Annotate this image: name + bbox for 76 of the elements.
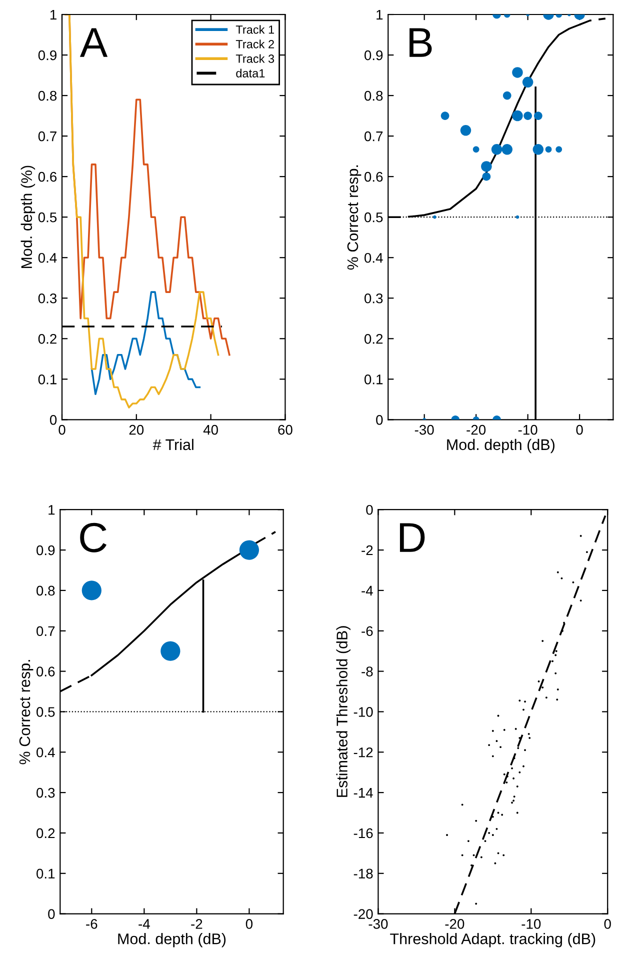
- y-tick-label: 0.4: [364, 252, 383, 263]
- y-tick-label: 0.1: [36, 868, 55, 879]
- y-axis-title: % Correct resp.: [19, 660, 34, 764]
- annotation: C: [80, 522, 106, 552]
- y-tick-label: 0.9: [38, 50, 56, 60]
- y-tick-label: 0.4: [38, 252, 57, 263]
- y-tick-label: 0.9: [36, 545, 55, 556]
- x-tick-label: -2: [191, 919, 202, 929]
- y-tick-label: -10: [354, 707, 373, 717]
- y-tick-label: -6: [362, 626, 373, 636]
- annotation: A: [80, 28, 108, 57]
- x-tick-label: -20: [445, 919, 464, 929]
- x-tick-label: 0: [246, 919, 253, 929]
- x-axis-title: Mod. depth (dB): [447, 438, 554, 454]
- y-tick-label: 1: [376, 10, 383, 20]
- y-tick-label: 0.8: [364, 90, 383, 101]
- legend-label: Track 2: [236, 40, 274, 48]
- annotation: D: [400, 523, 425, 552]
- y-tick-label: 0: [376, 415, 383, 425]
- y-tick-label: 0.5: [38, 212, 57, 222]
- y-tick-label: -16: [354, 828, 373, 838]
- y-tick-label: 0.4: [36, 747, 55, 758]
- y-tick-label: 0: [48, 909, 55, 919]
- x-tick-label: 0: [604, 919, 611, 929]
- x-axis-title: Mod. depth (dB): [118, 933, 226, 948]
- y-axis-title: Estimated Threshold (dB): [336, 626, 350, 797]
- x-tick-label: -30: [368, 919, 388, 929]
- y-tick-label: 0.5: [36, 707, 55, 717]
- y-tick-label: 0.3: [36, 788, 55, 798]
- y-tick-label: 0.9: [364, 50, 383, 60]
- x-tick-label: 20: [129, 424, 144, 435]
- y-tick-label: 0.3: [364, 293, 383, 304]
- x-tick-label: -10: [522, 919, 541, 929]
- x-tick-label: -30: [414, 424, 434, 435]
- x-tick-label: 0: [58, 424, 66, 435]
- legend-label: data1: [236, 68, 265, 78]
- y-tick-label: -12: [354, 747, 373, 758]
- y-tick-label: 0: [50, 415, 57, 425]
- y-tick-label: 0.6: [38, 172, 57, 182]
- y-tick-label: 0.3: [38, 293, 57, 304]
- x-tick-label: 60: [278, 424, 292, 435]
- y-tick-label: 0.8: [38, 90, 57, 101]
- y-axis-title: Mod. depth (%): [20, 166, 36, 268]
- y-tick-label: 0.6: [36, 666, 55, 676]
- y-axis-title: % Correct resp.: [347, 165, 362, 270]
- y-tick-label: 0.2: [364, 334, 383, 344]
- y-tick-label: 1: [48, 505, 55, 515]
- x-tick-label: 40: [203, 424, 218, 435]
- y-tick-label: 0.5: [364, 212, 383, 222]
- y-tick-label: 0.7: [38, 131, 56, 142]
- y-tick-label: 0.8: [36, 586, 55, 596]
- y-tick-label: -18: [354, 868, 373, 879]
- x-tick-label: -20: [466, 424, 486, 435]
- y-tick-label: 0: [366, 504, 373, 515]
- y-tick-label: -20: [354, 909, 373, 919]
- y-tick-label: -8: [362, 666, 373, 676]
- y-tick-label: 0.6: [364, 172, 383, 182]
- x-axis-title: Threshold Adapt. tracking (dB): [390, 933, 596, 948]
- y-tick-label: 1: [50, 10, 56, 20]
- x-tick-label: -6: [86, 919, 98, 929]
- y-tick-label: 0.2: [38, 334, 56, 344]
- y-tick-label: 0.7: [36, 626, 55, 636]
- annotation: B: [410, 28, 432, 57]
- x-tick-label: -10: [518, 424, 538, 435]
- x-axis-title: # Trial: [152, 438, 194, 450]
- legend-label: Track 3: [236, 54, 274, 63]
- y-tick-label: 0.1: [364, 374, 383, 384]
- y-tick-label: -14: [354, 788, 373, 798]
- y-tick-label: -4: [362, 586, 373, 596]
- y-tick-label: 0.1: [38, 374, 56, 384]
- y-tick-label: 0.2: [36, 828, 55, 838]
- y-tick-label: 0.7: [364, 131, 383, 142]
- x-tick-label: 0: [576, 424, 583, 435]
- y-tick-label: -2: [362, 545, 373, 556]
- x-tick-label: -4: [138, 919, 150, 929]
- legend-label: Track 1: [236, 25, 274, 34]
